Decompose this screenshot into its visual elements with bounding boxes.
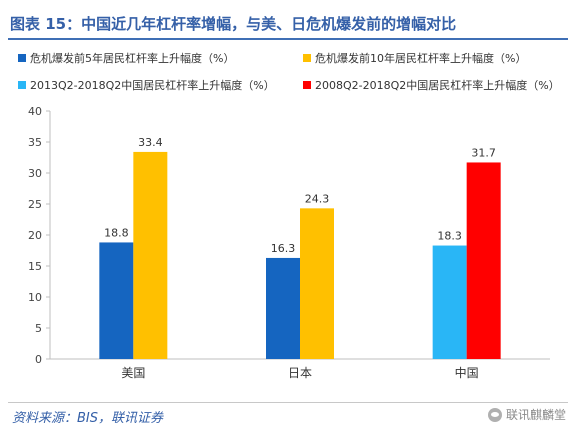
y-tick-label: 15 [28,260,42,273]
legend-item-series-4: 2008Q2-2018Q2中国居民杠杆率上升幅度（%） [303,77,560,93]
figure-title-bar: 图表 15：中国近几年杠杆率增幅，与美、日危机爆发前的增幅对比 [8,8,568,40]
watermark-text: 联讯麒麟堂 [505,408,566,422]
bar-data-label: 18.3 [437,230,462,243]
bar [266,257,300,359]
y-tick-label: 40 [28,105,42,118]
bar [99,242,134,359]
legend-item-series-3: 2013Q2-2018Q2中国居民杠杆率上升幅度（%） [18,77,275,93]
source-note: 资料来源：BIS，联讯证券 [12,411,164,426]
x-category-label: 中国 [455,365,479,380]
x-category-label: 美国 [121,366,145,380]
bar-data-label: 16.3 [271,242,296,255]
watermark: 联讯麒麟堂 [487,406,566,423]
bar [466,162,501,359]
legend-label-series-3: 2013Q2-2018Q2中国居民杠杆率上升幅度（%） [30,79,275,92]
bar-data-label: 24.3 [305,192,330,205]
y-tick-label: 10 [28,291,42,304]
y-tick-label: 30 [28,167,42,180]
bar [300,208,334,359]
x-category-label: 日本 [288,366,312,380]
y-tick-label: 35 [28,136,42,149]
y-tick-label: 25 [28,198,42,211]
y-tick-label: 20 [28,229,42,242]
legend-swatch-series-3 [18,81,26,89]
chart-legend: 危机爆发前5年居民杠杆率上升幅度（%） 危机爆发前10年居民杠杆率上升幅度（%）… [18,50,568,100]
bar [133,151,168,359]
bar-chart: 0 5 10 15 20 25 30 35 40 18.8 33.4 美国 16.3 24.3 日本 18.3… [28,105,550,380]
bar [432,245,467,359]
legend-swatch-series-1 [18,54,26,62]
bar-data-label: 31.7 [471,146,496,159]
figure-title: 图表 15：中国近几年杠杆率增幅，与美、日危机爆发前的增幅对比 [10,15,457,33]
legend-item-series-2: 危机爆发前10年居民杠杆率上升幅度（%） [303,50,526,66]
legend-swatch-series-4 [303,81,311,89]
y-tick-label: 5 [35,322,42,335]
bar-data-label: 18.8 [104,226,129,239]
legend-label-series-2: 危机爆发前10年居民杠杆率上升幅度（%） [315,52,527,65]
footer-divider [8,402,568,403]
wechat-icon [487,407,502,422]
bar-data-label: 33.4 [138,136,163,149]
legend-swatch-series-2 [303,54,311,62]
legend-label-series-4: 2008Q2-2018Q2中国居民杠杆率上升幅度（%） [315,79,560,92]
legend-item-series-1: 危机爆发前5年居民杠杆率上升幅度（%） [18,50,234,66]
legend-label-series-1: 危机爆发前5年居民杠杆率上升幅度（%） [30,52,235,65]
y-tick-label: 0 [35,353,42,366]
